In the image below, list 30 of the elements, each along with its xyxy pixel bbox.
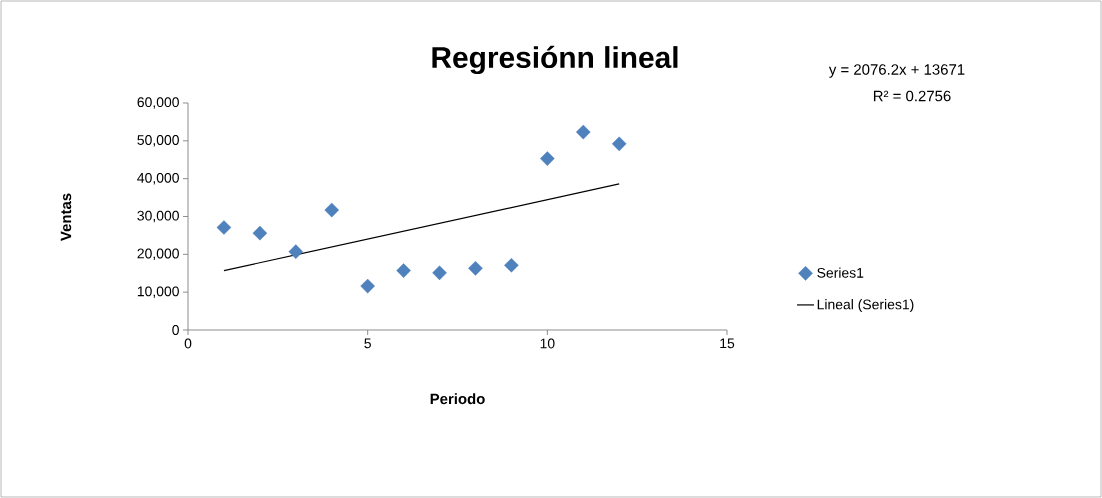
point (576, 124, 591, 140)
point (540, 151, 555, 166)
point (216, 220, 232, 235)
x-tick-label: 15 (720, 338, 735, 349)
point (432, 265, 447, 281)
x-tick-label: 0 (184, 338, 192, 349)
point (252, 225, 268, 241)
point (611, 136, 627, 152)
y-tick-label: 40,000 (137, 172, 179, 185)
y-tick-label: 50,000 (137, 135, 179, 147)
point (468, 261, 483, 276)
legend-label: Series1 (817, 267, 864, 278)
y-axis-title: Ventas (60, 193, 72, 241)
y-tick-label: 0 (172, 325, 179, 335)
y-tick-label: 10,000 (137, 286, 179, 298)
y-tick-label: 30,000 (137, 210, 179, 223)
y-tick-label: 60,000 (137, 97, 179, 109)
x-tick-label: 10 (540, 338, 555, 349)
legend-label: Lineal (Series1) (817, 299, 914, 313)
point (288, 244, 304, 259)
point (396, 263, 411, 278)
text: R² = 0.2756 (873, 90, 951, 102)
chart-title: Regresiónn lineal (432, 45, 678, 75)
point (504, 258, 519, 273)
y-tick-label: 20,000 (137, 248, 179, 261)
text: y = 2076.2x + 13671 (828, 64, 965, 78)
x-tick-label: 5 (364, 338, 371, 349)
point (360, 278, 375, 294)
x-axis-title: Periodo (430, 393, 485, 405)
point (324, 202, 340, 218)
